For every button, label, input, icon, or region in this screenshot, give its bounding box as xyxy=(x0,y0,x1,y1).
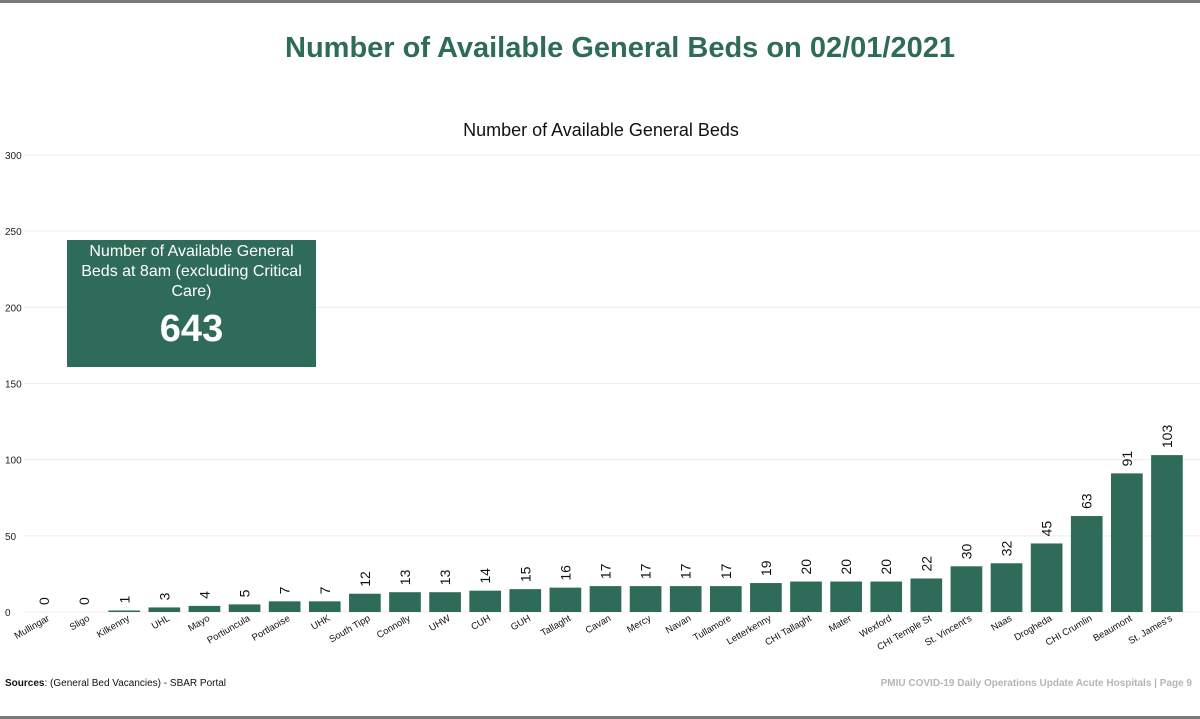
data-label: 22 xyxy=(918,556,934,572)
chart-title: Number of Available General Beds xyxy=(463,120,739,140)
data-label: 7 xyxy=(317,586,333,594)
kpi-label: Number of Available General Beds at 8am … xyxy=(81,243,302,300)
page-title: Number of Available General Beds on 02/0… xyxy=(285,32,955,64)
data-label: 3 xyxy=(156,592,172,600)
y-tick-label: 50 xyxy=(5,532,17,543)
bar xyxy=(1030,543,1063,612)
data-label: 1 xyxy=(116,595,132,603)
bar xyxy=(429,592,461,612)
bar xyxy=(469,590,502,612)
bar xyxy=(910,578,943,612)
x-tick-label: Naas xyxy=(989,613,1014,634)
y-tick-label: 0 xyxy=(5,608,11,619)
data-label: 5 xyxy=(237,589,253,597)
x-tick-label: Mater xyxy=(827,613,854,635)
data-label: 32 xyxy=(999,540,1015,556)
x-tick-label: CHI Tallaght xyxy=(763,613,813,648)
x-tick-label: Tallaght xyxy=(539,613,573,639)
data-label: 17 xyxy=(718,563,734,579)
x-tick-label: Mullingar xyxy=(13,613,52,642)
sources-text: : (General Bed Vacancies) - SBAR Portal xyxy=(44,678,227,689)
x-tick-label: Portlaoise xyxy=(250,613,292,644)
bar xyxy=(148,607,181,612)
bar xyxy=(228,604,261,612)
data-label: 17 xyxy=(678,563,694,579)
data-label: 17 xyxy=(638,563,654,579)
kpi-card: Number of Available General Beds at 8am … xyxy=(67,240,316,367)
bar xyxy=(950,566,983,612)
data-label: 91 xyxy=(1119,451,1135,467)
top-border xyxy=(0,0,1200,3)
data-label: 12 xyxy=(357,571,373,587)
y-tick-label: 150 xyxy=(5,380,22,391)
x-tick-label: UHW xyxy=(427,613,452,634)
data-label: 19 xyxy=(758,560,774,576)
data-label: 20 xyxy=(878,559,894,575)
data-label: 45 xyxy=(1039,521,1055,537)
x-tick-label: Connolly xyxy=(375,613,413,641)
y-tick-label: 300 xyxy=(5,151,22,162)
bar xyxy=(830,581,862,612)
data-label: 103 xyxy=(1159,425,1175,449)
bar xyxy=(870,581,903,612)
x-tick-label: St. James's xyxy=(1127,613,1175,647)
bar xyxy=(790,581,822,612)
x-tick-label: Portiuncula xyxy=(205,613,252,647)
data-label: 0 xyxy=(36,597,52,605)
data-label: 0 xyxy=(76,597,92,605)
sources-note: Sources: (General Bed Vacancies) - SBAR … xyxy=(5,678,226,689)
data-label: 13 xyxy=(397,569,413,585)
bar xyxy=(108,610,141,612)
bar xyxy=(990,563,1023,612)
bar xyxy=(509,589,542,612)
data-label: 14 xyxy=(477,568,493,584)
bar xyxy=(1151,455,1183,612)
data-label: 30 xyxy=(958,544,974,560)
x-tick-label: South Tipp xyxy=(328,613,373,645)
data-label: 16 xyxy=(557,565,573,581)
bar xyxy=(1111,473,1143,612)
y-tick-label: 200 xyxy=(5,303,22,314)
x-tick-label: Navan xyxy=(664,613,693,636)
x-tick-label: Cavan xyxy=(584,613,613,636)
data-label: 63 xyxy=(1079,493,1095,509)
bottom-border xyxy=(0,716,1200,719)
x-tick-label: UHK xyxy=(309,613,332,633)
bar xyxy=(389,592,421,612)
bar xyxy=(268,601,301,612)
y-tick-label: 250 xyxy=(5,227,22,238)
data-label: 20 xyxy=(798,559,814,575)
x-tick-label: Kilkenny xyxy=(95,613,132,641)
data-label: 13 xyxy=(437,569,453,585)
x-tick-label: Mayo xyxy=(186,613,212,634)
data-label: 7 xyxy=(277,586,293,594)
bar xyxy=(349,593,381,612)
bar xyxy=(709,586,742,612)
data-label: 20 xyxy=(838,559,854,575)
data-label: 17 xyxy=(598,563,614,579)
data-label: 15 xyxy=(517,566,533,582)
bar xyxy=(750,583,782,612)
data-label: 4 xyxy=(196,591,212,599)
bar xyxy=(188,605,221,612)
x-tick-label: CUH xyxy=(469,613,492,633)
x-tick-label: UHL xyxy=(150,613,172,632)
bar xyxy=(308,601,341,612)
bar xyxy=(589,586,622,612)
bar xyxy=(549,587,582,612)
x-tick-label: Sligo xyxy=(68,613,92,633)
y-tick-label: 100 xyxy=(5,456,22,467)
x-tick-label: Mercy xyxy=(625,613,653,636)
footer-page-info: PMIU COVID-19 Daily Operations Update Ac… xyxy=(880,678,1192,689)
bar xyxy=(1070,516,1103,612)
kpi-value: 643 xyxy=(159,308,224,350)
x-tick-label: GUH xyxy=(509,613,533,633)
sources-prefix: Sources xyxy=(5,678,45,689)
bar xyxy=(629,586,662,612)
bar xyxy=(669,586,702,612)
